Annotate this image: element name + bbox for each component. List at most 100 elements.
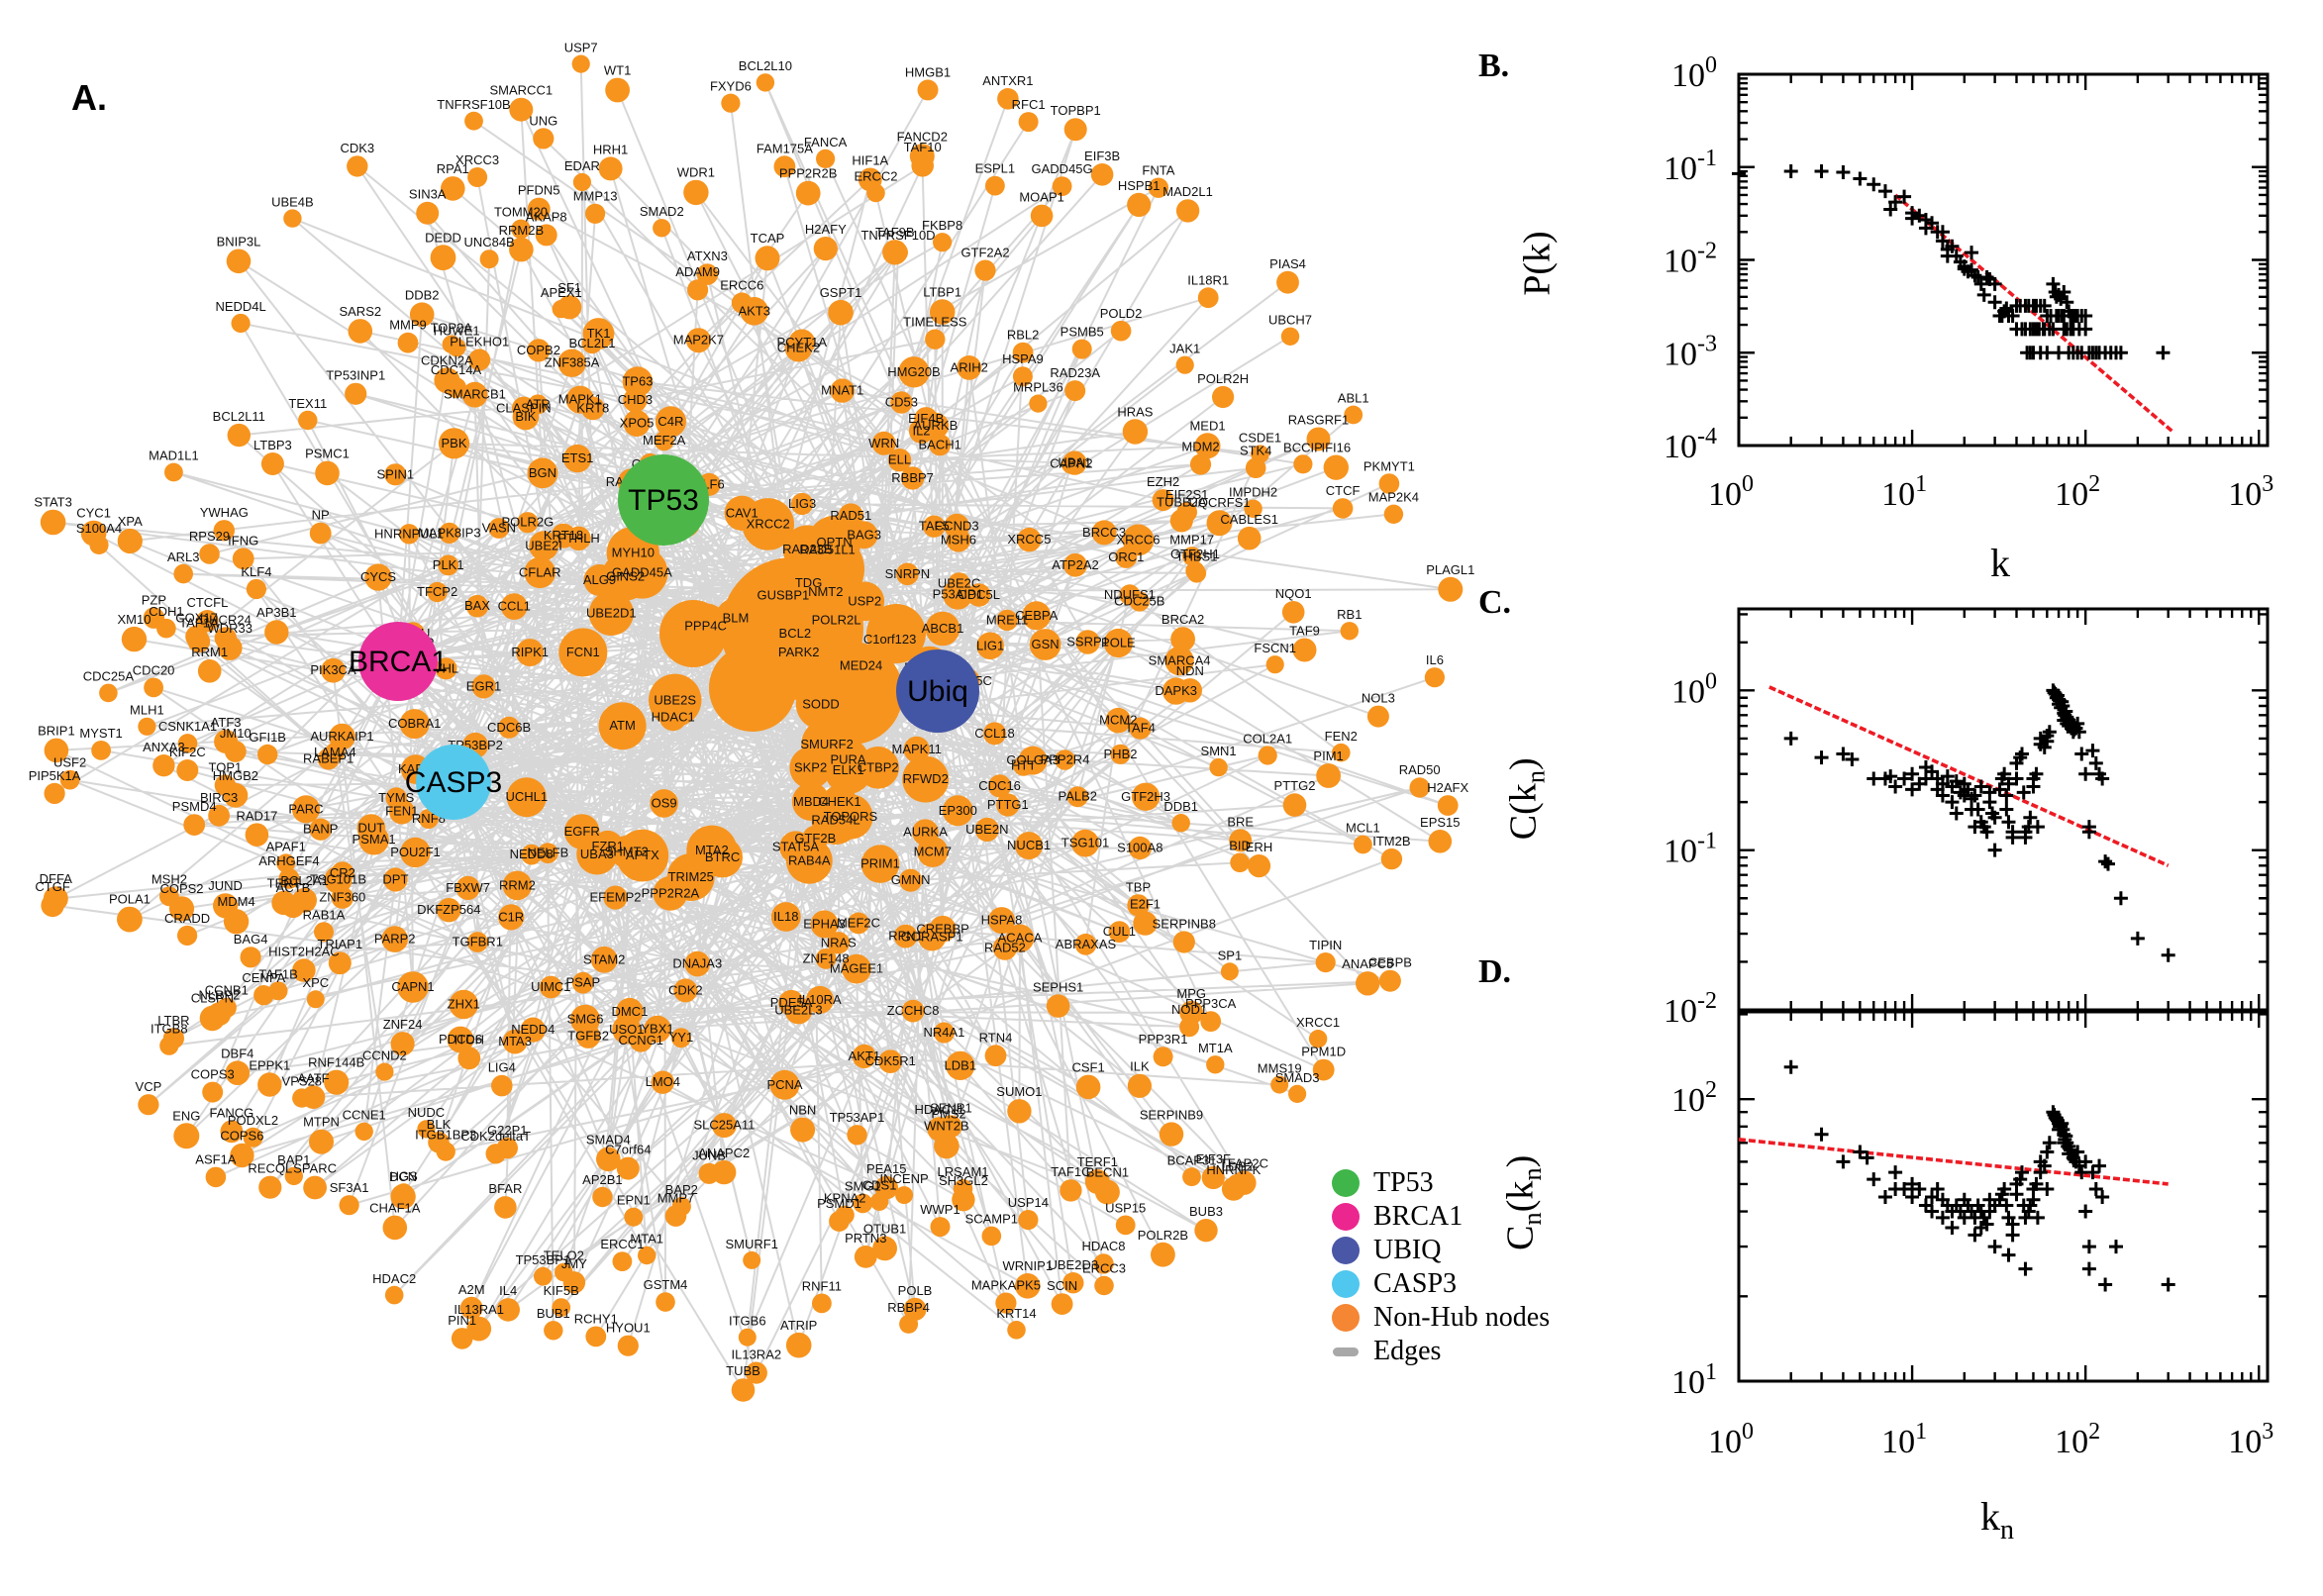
node-label: CDC20 — [133, 663, 175, 678]
network-node — [324, 1069, 350, 1095]
network-node — [1306, 427, 1331, 451]
node-label: MLH1 — [130, 703, 164, 718]
node-label: SLC25A11 — [693, 1118, 755, 1133]
scatter-markers — [1783, 1059, 2175, 1292]
node-label: DCN — [389, 1169, 417, 1184]
network-node — [1063, 118, 1087, 142]
node-label: BLK — [427, 1117, 452, 1132]
node-label: TIPIN — [1309, 938, 1342, 952]
node-label: RPN1 — [888, 929, 923, 944]
network-node — [1062, 450, 1087, 475]
network-node — [243, 1127, 263, 1147]
node-label: BRCC3 — [1082, 525, 1126, 540]
node-label: ITGB8 — [151, 1022, 188, 1037]
node-label: TAF4 — [1125, 721, 1156, 736]
network-node — [1179, 1017, 1200, 1038]
network-node — [612, 1251, 633, 1271]
network-node — [770, 902, 801, 932]
node-label: LIG4 — [488, 1060, 516, 1075]
node-label: SMN1 — [1201, 744, 1237, 758]
network-node — [687, 279, 709, 301]
hub-node-ubiq — [896, 649, 979, 733]
network-node — [208, 804, 231, 827]
network-node — [230, 1143, 254, 1168]
node-label: WDR1 — [677, 165, 715, 180]
network-node — [984, 1045, 1007, 1067]
node-label: TK1 — [587, 326, 611, 341]
node-label: SMARCB1 — [444, 387, 506, 402]
network-node — [777, 616, 812, 650]
node-label: NDN — [1176, 663, 1204, 678]
network-node — [455, 875, 480, 901]
network-node — [807, 515, 861, 569]
node-label: BGN — [529, 465, 556, 480]
node-label: SMG6 — [567, 1012, 604, 1027]
node-label: USP7 — [564, 41, 598, 55]
node-label: EDAR — [564, 158, 600, 173]
node-label: SNRPN — [885, 566, 931, 581]
node-label: MT1A — [1198, 1041, 1233, 1055]
node-label: ARIH2 — [951, 359, 988, 374]
node-label: HIST2H2AC — [268, 944, 340, 958]
network-node — [585, 1326, 607, 1347]
node-label: RFC1 — [1012, 97, 1046, 112]
node-label: WDR33 — [207, 621, 252, 636]
node-label: IL13RA1 — [454, 1302, 504, 1317]
node-label: IL13RA2 — [732, 1347, 782, 1362]
node-label: UBE4B — [271, 194, 314, 209]
network-node — [830, 378, 855, 403]
node-label: CCL1 — [498, 599, 531, 614]
node-label: FAM175A — [757, 141, 813, 155]
legend-item-casp3: CASP3 — [1332, 1267, 1550, 1301]
node-label: USP15 — [1105, 1201, 1146, 1216]
node-label: XRCC6 — [1116, 532, 1160, 547]
network-node — [317, 748, 340, 770]
node-label: CDC16 — [978, 778, 1021, 793]
network-node — [116, 906, 143, 933]
network-node — [925, 329, 946, 349]
x-tick-label: 102 — [2055, 471, 2100, 513]
node-swatch-icon — [1332, 1237, 1360, 1264]
node-label: IL6 — [1426, 652, 1444, 667]
node-label: TCAP — [751, 231, 785, 246]
network-node — [698, 1162, 720, 1184]
network-node — [1172, 931, 1195, 953]
node-label: BAG4 — [234, 932, 268, 947]
network-node — [557, 349, 586, 377]
node-label: ERCC1 — [600, 1237, 644, 1251]
node-label: SARS2 — [339, 304, 381, 319]
network-node — [810, 910, 839, 939]
node-label: MAPK11 — [892, 742, 942, 756]
network-node — [1071, 339, 1092, 359]
node-label: PCNA — [766, 1077, 802, 1092]
network-node — [996, 609, 1018, 632]
hub-node-tp53 — [618, 454, 709, 546]
node-label: BCCIP — [1283, 440, 1323, 454]
network-node — [1212, 385, 1235, 409]
subscript: n — [2000, 1515, 2014, 1546]
network-node — [1159, 1122, 1184, 1147]
network-node — [1015, 832, 1044, 860]
network-node — [1128, 836, 1153, 860]
node-label: MCM7 — [914, 844, 952, 858]
node-label: SPARC — [293, 1161, 337, 1176]
node-label: WRNIP1 — [1003, 1258, 1054, 1273]
network-node — [996, 793, 1020, 817]
network-node — [1103, 628, 1133, 658]
network-node — [909, 144, 935, 169]
node-label: HTT — [1011, 757, 1036, 772]
node-label: TNFRSF10D — [860, 228, 935, 243]
network-node — [901, 999, 925, 1023]
network-node — [1012, 342, 1034, 363]
network-node — [397, 971, 429, 1003]
node-label: MAPK8IP3 — [418, 525, 481, 540]
node-label: RASGRF1 — [1288, 413, 1349, 428]
network-node — [1356, 971, 1380, 996]
node-label: NOD1 — [1171, 1002, 1207, 1017]
network-node — [738, 1328, 757, 1347]
node-label: CAV1 — [726, 505, 758, 520]
network-node — [903, 736, 930, 763]
node-label: RIPK1 — [511, 645, 549, 659]
node-label: CAPN2 — [1050, 456, 1092, 471]
